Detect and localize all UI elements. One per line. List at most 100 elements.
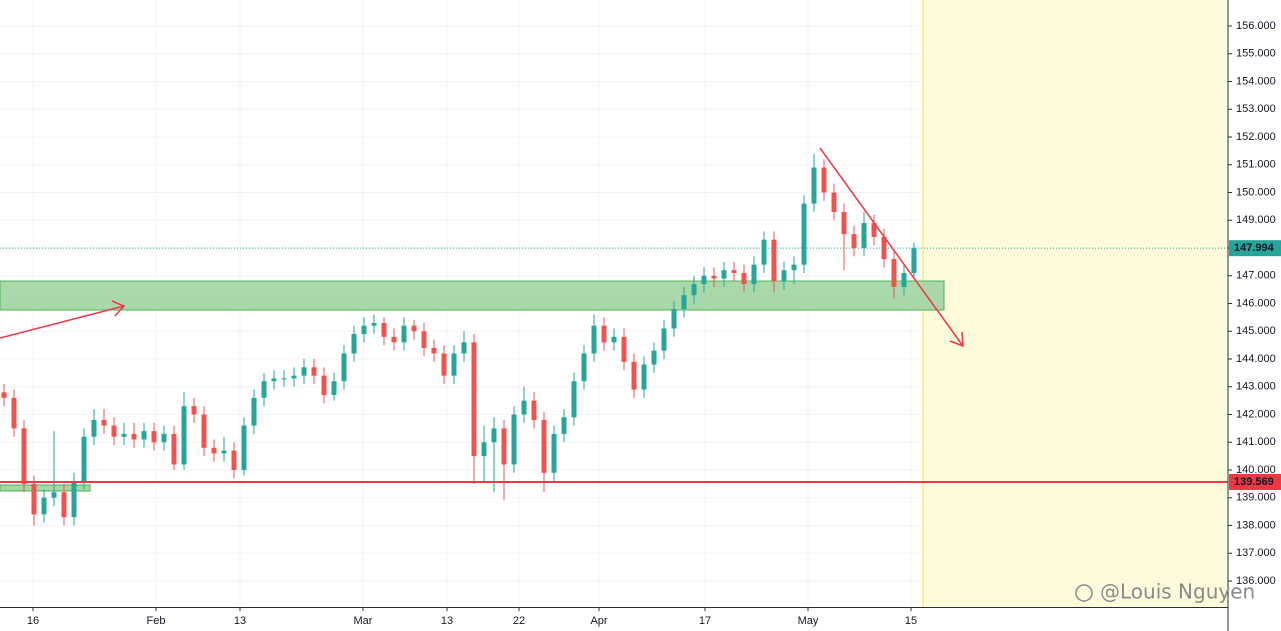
y-tick-label: 139.000 xyxy=(1236,492,1276,504)
candle-body xyxy=(841,211,847,235)
candle-body xyxy=(321,375,327,396)
candle-body xyxy=(761,239,767,265)
y-tick-label: 145.000 xyxy=(1236,325,1276,337)
candle-body xyxy=(441,353,447,376)
x-tick-label: Feb xyxy=(147,615,166,627)
candle-body xyxy=(801,203,807,265)
candle-body xyxy=(271,378,277,382)
zone-box xyxy=(0,280,945,311)
candles xyxy=(1,153,917,526)
candle-body xyxy=(351,334,357,354)
candle-body xyxy=(311,367,317,376)
y-tick-label: 137.000 xyxy=(1236,547,1276,559)
candle-body xyxy=(101,420,107,426)
future-shade xyxy=(923,0,1228,607)
candle-body xyxy=(331,381,337,396)
candle-body xyxy=(121,433,127,437)
candle-body xyxy=(231,450,237,470)
watermark-text: @Louis Nguyen xyxy=(1100,580,1255,604)
candle-body xyxy=(561,417,567,434)
y-tick-label: 150.000 xyxy=(1236,186,1276,198)
candle-body xyxy=(251,397,257,426)
arrows xyxy=(0,147,964,348)
candle-body xyxy=(651,350,657,365)
candle-body xyxy=(791,264,797,271)
candle-body xyxy=(401,325,407,343)
candle-body xyxy=(551,433,557,473)
candle-body xyxy=(291,375,297,379)
candle-body xyxy=(631,361,637,390)
candle-body xyxy=(431,347,437,354)
candle-body xyxy=(41,497,47,515)
y-tick-label: 156.000 xyxy=(1236,20,1276,32)
candle-body xyxy=(611,336,617,343)
candle-body xyxy=(411,325,417,332)
x-tick-label: 15 xyxy=(905,615,917,627)
price-line-tag xyxy=(1229,473,1281,490)
y-tick-label: 140.000 xyxy=(1236,464,1276,476)
y-tick-label: 142.000 xyxy=(1236,408,1276,420)
candle-body xyxy=(61,492,67,518)
candle-body xyxy=(341,353,347,382)
candle-body xyxy=(661,328,667,351)
x-tick-label: 22 xyxy=(513,615,525,627)
candle-body xyxy=(211,447,217,454)
candle-body xyxy=(621,336,627,362)
y-tick-label: 147.000 xyxy=(1236,270,1276,282)
watermark-icon xyxy=(1075,584,1093,602)
candle-body xyxy=(371,322,377,326)
candle-body xyxy=(471,342,477,457)
y-tick-label: 138.000 xyxy=(1236,519,1276,531)
candle-body xyxy=(221,450,227,454)
price-line-label: 139.569 xyxy=(1234,476,1274,488)
x-tick-label: Apr xyxy=(590,615,607,627)
candle-body xyxy=(751,264,757,285)
candle-body xyxy=(451,353,457,376)
candle-body xyxy=(521,400,527,415)
candle-body xyxy=(771,239,777,282)
candle-body xyxy=(501,428,507,465)
candle-body xyxy=(891,259,897,287)
candle-body xyxy=(831,192,837,212)
candle-body xyxy=(671,309,677,329)
y-tick-label: 155.000 xyxy=(1236,48,1276,60)
candle-body xyxy=(571,381,577,418)
arrow-head xyxy=(949,331,964,348)
candle-body xyxy=(541,420,547,473)
x-tick-label: 17 xyxy=(699,615,711,627)
y-tick-label: 141.000 xyxy=(1236,436,1276,448)
candle-body xyxy=(391,336,397,343)
candle-body xyxy=(81,436,87,482)
x-tick-label: May xyxy=(798,615,819,627)
candle-body xyxy=(461,342,467,354)
candle-body xyxy=(1,392,7,398)
x-tick-label: Mar xyxy=(354,615,373,627)
candle-body xyxy=(681,295,687,310)
y-tick-label: 152.000 xyxy=(1236,131,1276,143)
candle-body xyxy=(531,400,537,421)
candle-body xyxy=(781,270,787,282)
candle-body xyxy=(91,420,97,437)
candle-body xyxy=(241,425,247,470)
candle-body xyxy=(821,167,827,193)
y-tick-label: 136.000 xyxy=(1236,575,1276,587)
x-tick-label: 13 xyxy=(441,615,453,627)
candle-body xyxy=(21,428,27,484)
candle-body xyxy=(721,270,727,279)
candle-body xyxy=(901,272,907,287)
overlay xyxy=(0,247,1228,483)
candle-body xyxy=(421,331,427,348)
candle-body xyxy=(281,378,287,380)
candle-body xyxy=(31,483,37,515)
trend-arrow xyxy=(0,305,125,339)
candle-body xyxy=(161,433,167,443)
y-tick-label: 143.000 xyxy=(1236,381,1276,393)
y-tick-label: 154.000 xyxy=(1236,75,1276,87)
candle-body xyxy=(141,431,147,440)
candle-body xyxy=(861,223,867,249)
candle-body xyxy=(181,406,187,465)
candle-body xyxy=(491,428,497,443)
candle-body xyxy=(591,325,597,354)
candle-body xyxy=(691,284,697,296)
candle-body xyxy=(11,397,17,429)
